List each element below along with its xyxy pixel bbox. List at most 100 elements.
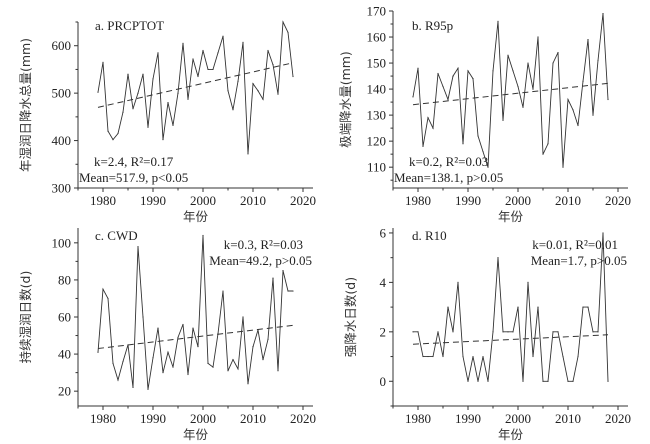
stat-mean-text: Mean=138.1, p>0.05: [394, 170, 503, 185]
trend-line: [412, 82, 609, 106]
data-point: [507, 54, 509, 56]
data-point: [597, 331, 599, 333]
data-point: [182, 323, 184, 326]
data-point: [532, 88, 534, 90]
data-point: [242, 316, 244, 318]
data-point: [562, 166, 564, 168]
data-point: [237, 368, 239, 370]
data-point: [462, 143, 464, 145]
data-point: [432, 127, 434, 129]
y-tick-label: 0: [380, 374, 387, 389]
y-tick-label: 4: [380, 275, 387, 290]
y-tick-label: 300: [52, 181, 72, 196]
stat-trend-text: k=0.01, R²=0.01: [532, 237, 618, 252]
data-point: [557, 52, 559, 54]
data-point: [247, 153, 249, 155]
data-point: [237, 80, 239, 82]
data-point: [117, 132, 119, 135]
data-point: [587, 39, 589, 41]
data-point: [597, 59, 599, 62]
y-tick-label: 160: [367, 30, 387, 45]
data-point: [172, 124, 174, 126]
data-point: [272, 64, 274, 66]
data-point: [107, 130, 109, 132]
data-point: [512, 70, 514, 72]
data-point: [567, 98, 569, 101]
data-point: [427, 117, 429, 119]
data-point: [592, 331, 594, 333]
data-point: [492, 70, 494, 72]
x-tick-label: 1990: [455, 193, 481, 208]
data-point: [602, 13, 604, 15]
data-point: [522, 106, 524, 108]
data-point: [452, 331, 454, 333]
data-point: [272, 277, 274, 279]
stat-trend-text: k=2.4, R²=0.17: [94, 154, 174, 169]
data-point: [507, 331, 509, 333]
data-point: [212, 68, 214, 71]
stat-mean-text: Mean=517.9, p<0.05: [79, 170, 188, 185]
data-point: [217, 333, 219, 335]
data-point: [287, 31, 289, 34]
data-point: [472, 355, 474, 358]
stat-trend-text: k=0.2, R²=0.03: [409, 154, 488, 169]
data-point: [572, 109, 574, 111]
data-point: [537, 306, 539, 308]
data-point: [607, 98, 609, 101]
data-point: [147, 126, 149, 128]
data-point: [487, 380, 489, 382]
data-point: [552, 331, 554, 333]
data-point: [227, 370, 229, 372]
data-point: [222, 290, 224, 292]
data-point: [257, 329, 259, 331]
data-point: [572, 380, 574, 382]
data-point: [197, 75, 199, 78]
x-tick-label: 1980: [90, 193, 116, 208]
stat-mean-text: Mean=49.2, p>0.05: [209, 253, 312, 268]
data-point: [467, 380, 469, 382]
data-point: [502, 331, 504, 333]
series-line: [97, 235, 293, 390]
data-point: [102, 61, 104, 63]
x-tick-label: 1990: [140, 193, 166, 208]
x-axis-title: 年份: [183, 427, 209, 442]
data-point: [562, 355, 564, 358]
data-point: [287, 290, 289, 292]
data-point: [432, 355, 434, 358]
y-tick-label: 120: [367, 134, 387, 149]
x-tick-label: 1980: [405, 193, 431, 208]
data-point: [457, 67, 459, 69]
y-tick-label: 140: [367, 82, 387, 97]
x-axis-title: 年份: [183, 209, 209, 224]
x-tick-label: 1980: [90, 411, 116, 426]
data-point: [447, 306, 449, 308]
data-point: [232, 109, 234, 111]
x-axis-title: 年份: [498, 427, 524, 442]
y-tick-label: 400: [52, 133, 72, 148]
series-line: [413, 232, 609, 382]
data-point: [512, 331, 514, 333]
series-line: [412, 13, 609, 168]
data-point: [217, 52, 219, 54]
data-point: [547, 380, 549, 382]
data-point: [192, 58, 194, 60]
data-point: [192, 327, 194, 329]
data-point: [602, 232, 604, 234]
data-point: [257, 90, 259, 92]
y-axis-title: 持续湿润日数(d): [18, 271, 33, 364]
data-point: [252, 83, 254, 85]
data-point: [442, 85, 444, 88]
data-point: [282, 270, 284, 272]
data-point: [412, 96, 414, 98]
x-tick-label: 1990: [455, 411, 481, 426]
x-tick-label: 2020: [605, 411, 631, 426]
x-tick-label: 2010: [240, 411, 266, 426]
data-point: [147, 388, 149, 390]
y-tick-label: 20: [58, 384, 71, 399]
data-point: [207, 362, 209, 364]
data-point: [167, 102, 169, 104]
data-point: [277, 93, 279, 95]
data-point: [437, 72, 439, 75]
data-point: [97, 351, 99, 353]
